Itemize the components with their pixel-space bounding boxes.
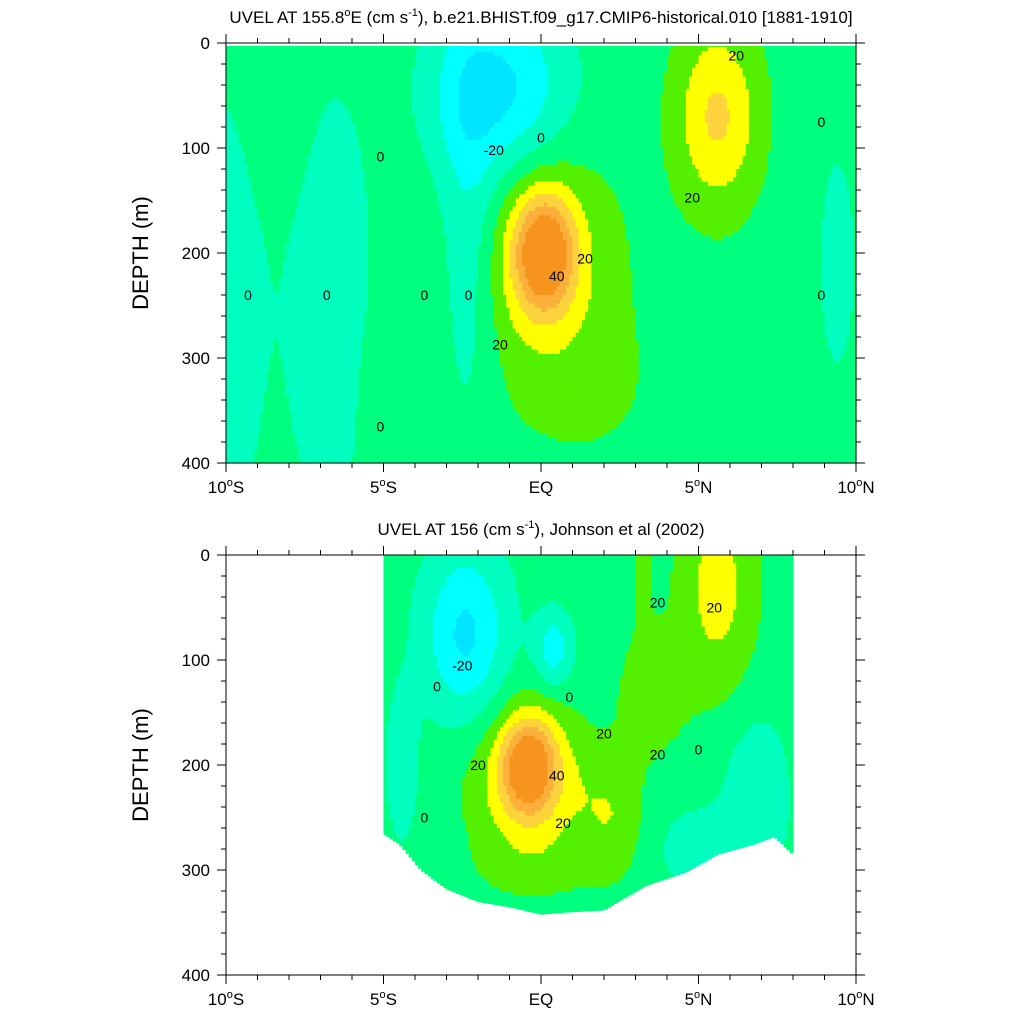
contour-field	[226, 43, 857, 464]
